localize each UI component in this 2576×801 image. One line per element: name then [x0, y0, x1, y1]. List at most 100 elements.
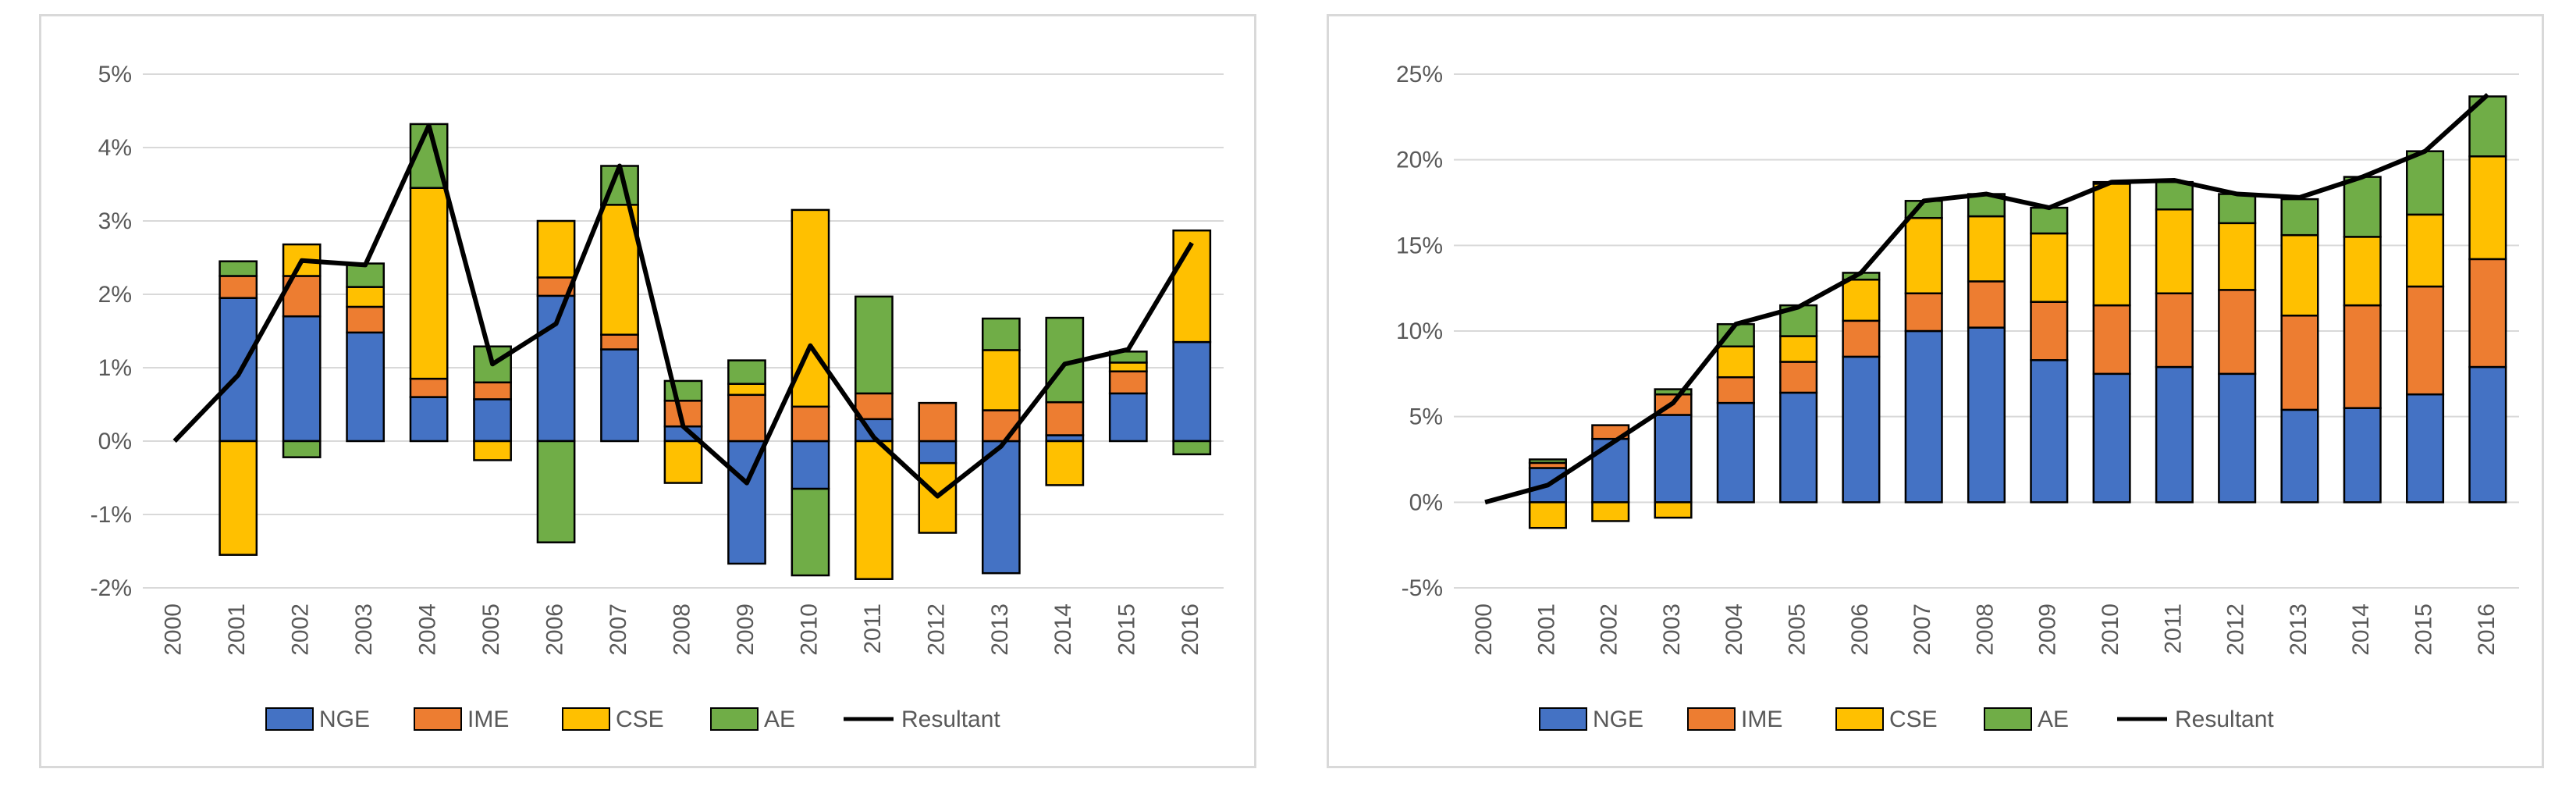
- bar-cse-2013: [981, 349, 1021, 411]
- bar-ime-2001: [219, 275, 258, 299]
- bar-nge-2010: [791, 440, 830, 490]
- bar-ime-2009: [2030, 301, 2069, 361]
- bar-ime-2004: [409, 377, 449, 398]
- bar-nge-2013: [981, 440, 1021, 575]
- legend-swatch-nge: [265, 707, 314, 731]
- legend-label-cse: CSE: [1889, 707, 1938, 732]
- y-tick-label: 15%: [1396, 233, 1443, 258]
- bar-ime-2009: [727, 393, 766, 443]
- bar-ime-2010: [2092, 304, 2131, 376]
- x-tick-label: 2009: [2035, 603, 2061, 656]
- bar-cse-2008: [663, 440, 703, 484]
- bar-ae-2009: [727, 359, 766, 385]
- bar-nge-2012: [918, 440, 958, 465]
- resultant-line: [1484, 93, 2489, 505]
- legend-label-nge: NGE: [319, 707, 370, 732]
- bar-ime-2013: [2280, 315, 2319, 411]
- bar-nge-2006: [1842, 355, 1881, 504]
- bar-ime-2011: [855, 392, 894, 421]
- bar-nge-2005: [1779, 391, 1818, 504]
- x-tick-label: 2002: [288, 603, 314, 656]
- bar-cse-2004: [409, 187, 449, 380]
- bar-cse-2015: [1108, 361, 1148, 372]
- chart-panel-left: -2% -1% 0% 1% 2% 3% 4% 5% 2000 2001 2002 2003 2004 20…: [39, 14, 1256, 768]
- legend-swatch-nge: [1539, 707, 1587, 731]
- y-tick-label: -1%: [91, 502, 132, 528]
- bar-ime-2014: [1045, 400, 1085, 436]
- legend-label-resultant: Resultant: [2175, 707, 2274, 732]
- bar-ae-2011: [2155, 180, 2194, 211]
- bar-nge-2001: [219, 297, 258, 443]
- x-tick-label: 2011: [2160, 603, 2186, 654]
- bar-cse-2012: [2218, 222, 2257, 291]
- bar-cse-2002: [1591, 501, 1630, 522]
- bar-cse-2007: [1904, 216, 1943, 294]
- x-tick-label: 2004: [415, 603, 441, 656]
- bar-cse-2005: [1779, 335, 1818, 363]
- bar-ime-2010: [791, 405, 830, 443]
- y-tick-label: 25%: [1396, 62, 1443, 87]
- y-tick-label: 3%: [98, 208, 132, 234]
- bar-nge-2002: [1591, 437, 1630, 504]
- legend-swatch-ime: [1687, 707, 1736, 731]
- bar-nge-2003: [1654, 414, 1693, 504]
- x-tick-label: 2013: [2286, 603, 2311, 656]
- bar-nge-2012: [2218, 372, 2257, 504]
- y-tick-label: -2%: [91, 575, 132, 601]
- bar-cse-2011: [2155, 208, 2194, 294]
- bar-ae-2011: [855, 295, 894, 395]
- bar-cse-2005: [473, 440, 512, 461]
- bar-ime-2011: [2155, 292, 2194, 368]
- y-tick-label: 2%: [98, 282, 132, 308]
- bar-cse-2009: [2030, 232, 2069, 303]
- chart-panel-right: -5% 0% 5% 10% 15% 20% 25% 2000 2001 2002 2003 2004 2…: [1327, 14, 2544, 768]
- legend-label-ime: IME: [1741, 707, 1782, 732]
- bar-nge-2007: [1904, 329, 1943, 504]
- bar-cse-2010: [2092, 183, 2131, 307]
- bar-nge-2003: [346, 331, 386, 443]
- legend-swatch-cse: [562, 707, 610, 731]
- legend-label-nge: NGE: [1593, 707, 1643, 732]
- bar-ae-2012: [2218, 193, 2257, 225]
- bar-ae-2014: [2343, 176, 2382, 238]
- x-tick-label: 2010: [796, 603, 822, 656]
- x-tick-label: 2005: [478, 603, 504, 656]
- x-tick-label: 2000: [161, 603, 187, 656]
- y-tick-label: 1%: [98, 355, 132, 381]
- bar-ae-2001: [219, 260, 258, 277]
- stacked-bar-chart-annual: -2% -1% 0% 1% 2% 3% 4% 5% 2000 2001 2002 2003 2004 20…: [91, 62, 1224, 732]
- bar-cse-2001: [1528, 501, 1567, 529]
- legend-label-ae: AE: [764, 707, 795, 732]
- bar-cse-2008: [1967, 215, 2006, 283]
- bar-ime-2007: [600, 333, 639, 351]
- bar-cse-2014: [1045, 440, 1085, 486]
- x-tick-label: 2008: [1972, 603, 1998, 656]
- bar-nge-2016: [2468, 365, 2507, 504]
- bar-cse-2011: [855, 440, 894, 580]
- bar-cse-2001: [219, 440, 258, 556]
- bar-nge-2002: [282, 315, 322, 443]
- legend-swatch-ae: [1984, 707, 2032, 731]
- bar-ime-2015: [2406, 285, 2445, 396]
- bar-cse-2016: [2468, 155, 2507, 261]
- x-tick-label: 2012: [923, 603, 949, 656]
- bar-nge-2015: [2406, 393, 2445, 504]
- legend-swatch-cse: [1835, 707, 1884, 731]
- bar-nge-2008: [1967, 326, 2006, 504]
- bar-nge-2013: [2280, 408, 2319, 504]
- bar-ime-2004: [1716, 376, 1755, 404]
- bar-ae-2003: [1654, 388, 1693, 396]
- y-tick-label: 20%: [1396, 148, 1443, 173]
- bar-cse-2006: [536, 219, 576, 279]
- x-tick-label: 2003: [351, 603, 377, 656]
- bar-nge-2015: [1108, 392, 1148, 443]
- bar-ime-2003: [346, 305, 386, 334]
- x-tick-label: 2008: [669, 603, 695, 656]
- bar-nge-2009: [727, 440, 766, 565]
- legend-swatch-ime: [414, 707, 462, 731]
- x-tick-label: 2006: [1847, 603, 1873, 656]
- x-tick-label: 2001: [1533, 603, 1559, 656]
- bar-cse-2004: [1716, 345, 1755, 379]
- bar-nge-2016: [1172, 340, 1212, 443]
- x-tick-label: 2015: [1114, 603, 1140, 656]
